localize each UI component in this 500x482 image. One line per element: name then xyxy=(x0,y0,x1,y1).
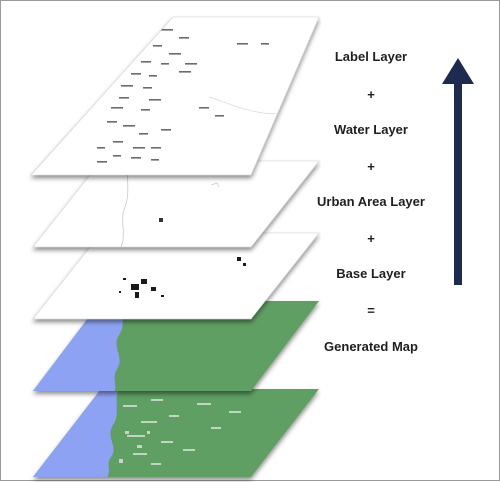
plus-operator-3: + xyxy=(367,231,375,246)
generated-map-text: Generated Map xyxy=(324,339,418,354)
urban-area-layer-text: Urban Area Layer xyxy=(317,194,425,209)
label-layer-sheet xyxy=(30,16,320,176)
plus-operator-2: + xyxy=(367,159,375,174)
base-layer-text: Base Layer xyxy=(336,266,406,281)
water-layer-text: Water Layer xyxy=(334,122,408,137)
layer-stack xyxy=(30,16,320,477)
equals-operator: = xyxy=(367,303,375,318)
generated-map-sheet xyxy=(33,389,319,477)
label-layer-text: Label Layer xyxy=(334,49,408,64)
plus-operator-1: + xyxy=(367,87,375,102)
up-arrow-icon xyxy=(442,58,474,285)
